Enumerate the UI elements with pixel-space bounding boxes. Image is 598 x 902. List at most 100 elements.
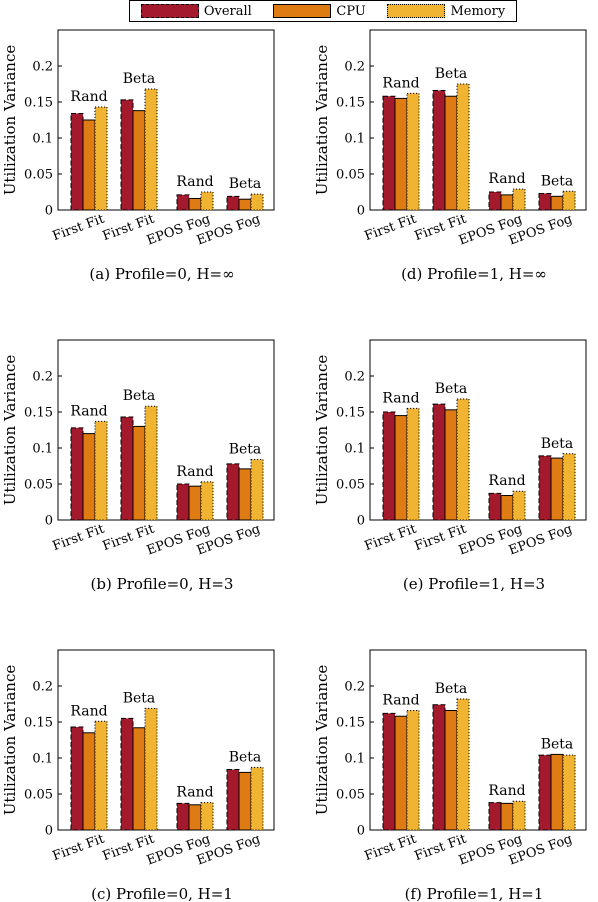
bar-cpu-4 (550, 195, 564, 211)
bar-cpu-3 (188, 804, 202, 831)
bar-overall-3 (488, 802, 502, 831)
y-tick-label: 0.1 (344, 442, 365, 457)
bar-overall-1 (382, 411, 396, 521)
group-label: Beta (229, 442, 262, 458)
group-label: Beta (229, 176, 262, 192)
y-tick-label: 0.15 (24, 406, 53, 421)
bar-memory-2 (144, 88, 158, 211)
bar-overall-1 (70, 427, 84, 521)
bar-cpu-3 (188, 485, 202, 521)
bar-cpu-2 (444, 95, 458, 211)
legend-swatch-memory (387, 4, 446, 18)
bar-cpu-3 (188, 197, 202, 211)
bar-memory-4 (250, 459, 264, 521)
bar-memory-3 (200, 191, 214, 211)
bar-overall-1 (70, 113, 84, 211)
bar-overall-1 (70, 726, 84, 831)
bar-memory-1 (94, 106, 108, 211)
x-tick-label: First Fit (51, 831, 107, 864)
group-label: Beta (229, 749, 262, 765)
bar-overall-4 (226, 769, 240, 831)
bar-memory-1 (406, 92, 420, 211)
bar-memory-2 (144, 707, 158, 831)
y-tick-label: 0 (45, 204, 53, 219)
bar-cpu-1 (394, 715, 408, 831)
y-tick-label: 0.2 (32, 680, 53, 695)
bar-memory-3 (200, 802, 214, 831)
bar-cpu-4 (550, 753, 564, 831)
group-label: Beta (435, 681, 468, 697)
bar-memory-1 (94, 720, 108, 831)
y-tick-label: 0.15 (336, 406, 365, 421)
bar-memory-1 (94, 420, 108, 521)
bar-cpu-2 (444, 409, 458, 521)
bar-overall-2 (120, 99, 134, 211)
bar-cpu-2 (132, 110, 146, 211)
chart-panel-1: 0 0.05 0.1 0.15 0.2 Utilization Variance Rand F… (1, 29, 275, 283)
bar-overall-1 (382, 95, 396, 211)
y-tick-label: 0 (357, 824, 365, 839)
chart-panel-5: 0 0.05 0.1 0.15 0.2 Utilization Variance Rand F… (313, 339, 587, 593)
x-tick-label: First Fit (363, 521, 419, 554)
group-label: Rand (488, 473, 525, 489)
bar-cpu-3 (500, 495, 514, 521)
group-label: Beta (435, 381, 468, 397)
x-tick-label: First Fit (363, 831, 419, 864)
y-tick-label: 0.1 (344, 132, 365, 147)
panel-caption: (f) Profile=1, H=1 (405, 885, 544, 902)
y-tick-label: 0.15 (24, 96, 53, 111)
plot-area (369, 29, 587, 211)
bar-overall-4 (538, 754, 552, 831)
plot-area (369, 649, 587, 831)
panel-caption: (e) Profile=1, H=3 (403, 575, 545, 593)
bar-memory-4 (562, 754, 576, 831)
x-tick-label: First Fit (51, 521, 107, 554)
plot-area (57, 29, 275, 211)
bar-overall-3 (176, 194, 190, 211)
panel-caption: (a) Profile=0, H=∞ (89, 265, 234, 283)
y-axis-label: Utilization Variance (1, 665, 19, 816)
bar-overall-2 (120, 416, 134, 521)
bar-memory-2 (144, 405, 158, 521)
chart-panel-4: 0 0.05 0.1 0.15 0.2 Utilization Variance Rand F… (313, 29, 587, 283)
bar-cpu-4 (238, 468, 252, 521)
plot-area (369, 339, 587, 521)
bar-overall-2 (432, 704, 446, 831)
bar-overall-4 (538, 192, 552, 211)
bar-overall-4 (538, 455, 552, 521)
group-label: Rand (70, 703, 107, 719)
group-label: Rand (488, 783, 525, 799)
bar-overall-3 (488, 191, 502, 211)
bar-cpu-2 (132, 727, 146, 831)
y-tick-label: 0.05 (24, 788, 53, 803)
group-label: Rand (382, 692, 419, 708)
legend-swatch-overall (140, 4, 199, 18)
bar-memory-4 (562, 453, 576, 521)
y-tick-label: 0.05 (336, 788, 365, 803)
group-label: Beta (435, 66, 468, 82)
panel-caption: (c) Profile=0, H=1 (91, 885, 233, 902)
bar-overall-3 (176, 483, 190, 521)
y-tick-label: 0.15 (24, 716, 53, 731)
bar-overall-3 (176, 802, 190, 831)
y-tick-label: 0.05 (336, 168, 365, 183)
legend-item-memory: Memory (387, 4, 505, 19)
bar-memory-1 (406, 709, 420, 831)
y-tick-label: 0.1 (344, 752, 365, 767)
bar-overall-4 (226, 195, 240, 211)
group-label: Rand (488, 171, 525, 187)
panel-caption: (b) Profile=0, H=3 (91, 575, 234, 593)
bar-cpu-1 (82, 119, 96, 211)
y-axis-label: Utilization Variance (313, 355, 331, 506)
legend-item-overall: Overall (140, 4, 252, 19)
bar-overall-2 (120, 717, 134, 831)
bar-overall-3 (488, 492, 502, 521)
chart-panel-3: 0 0.05 0.1 0.15 0.2 Utilization Variance Rand F… (1, 649, 275, 902)
bar-overall-4 (226, 463, 240, 521)
bar-overall-2 (432, 403, 446, 521)
chart-panel-6: 0 0.05 0.1 0.15 0.2 Utilization Variance Rand F… (313, 649, 587, 902)
panel-caption: (d) Profile=1, H=∞ (401, 265, 547, 283)
bar-memory-1 (406, 407, 420, 521)
y-axis-label: Utilization Variance (313, 665, 331, 816)
